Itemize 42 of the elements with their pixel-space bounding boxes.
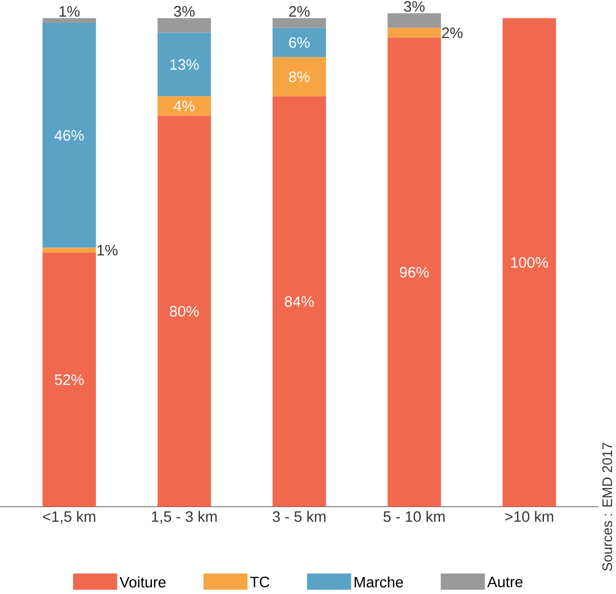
legend-label: Voiture xyxy=(120,576,166,588)
data-label: 96% xyxy=(400,267,429,278)
bar xyxy=(42,23,96,248)
legend-label: Autre xyxy=(487,576,522,588)
data-label: 84% xyxy=(284,296,314,307)
data-label: 3% xyxy=(174,6,195,17)
bar xyxy=(388,38,441,507)
data-label: 13% xyxy=(170,59,199,70)
bar xyxy=(388,28,441,38)
bar xyxy=(158,18,211,33)
legend-label: Marche xyxy=(354,576,403,588)
data-label: 2% xyxy=(442,28,463,38)
source-note: Sources : EMD 2017 xyxy=(602,442,612,571)
x-tick-label: <1,5 km xyxy=(43,511,96,524)
bar xyxy=(158,116,211,507)
x-tick-label: 3 - 5 km xyxy=(272,511,326,522)
bar xyxy=(158,32,211,96)
data-label: 46% xyxy=(54,130,84,141)
bar xyxy=(42,18,96,24)
bar xyxy=(272,96,326,507)
bar xyxy=(502,18,556,507)
data-label: 6% xyxy=(289,37,310,48)
bar xyxy=(388,13,441,28)
bar xyxy=(272,57,326,96)
data-label: 1% xyxy=(97,245,118,256)
data-label: 52% xyxy=(54,374,84,386)
data-label: 80% xyxy=(170,306,199,317)
bar xyxy=(272,18,326,28)
bar xyxy=(42,248,96,253)
data-label: 100% xyxy=(511,257,548,268)
data-label: 3% xyxy=(404,1,425,12)
data-label: 4% xyxy=(174,100,195,112)
x-tick-label: >10 km xyxy=(505,511,554,522)
bar xyxy=(158,96,211,116)
data-label: 8% xyxy=(289,72,310,82)
data-label: 1% xyxy=(60,6,80,17)
x-tick-label: 1,5 - 3 km xyxy=(152,511,217,524)
x-tick-label: 5 - 10 km xyxy=(384,511,445,522)
legend-label: TC xyxy=(250,576,270,588)
data-label: 2% xyxy=(289,6,310,17)
bar xyxy=(272,28,326,58)
bar xyxy=(42,252,96,507)
